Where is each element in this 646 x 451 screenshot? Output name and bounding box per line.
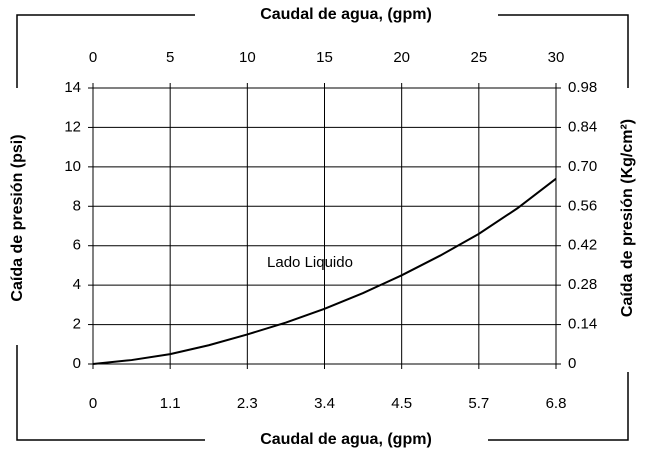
x-tick-label: 30 bbox=[548, 49, 565, 66]
bottom-axis-title: Caudal de agua, (gpm) bbox=[260, 431, 432, 448]
y2-tick-label: 0.70 bbox=[568, 158, 597, 175]
frame bbox=[16, 14, 629, 441]
x-tick-label: 20 bbox=[393, 49, 410, 66]
x2-tick-label: 6.8 bbox=[546, 395, 567, 412]
y2-tick-label: 0.84 bbox=[568, 118, 597, 135]
x2-tick-label: 3.4 bbox=[314, 395, 335, 412]
plot-border bbox=[92, 87, 557, 365]
frame-top bbox=[16, 14, 629, 88]
x2-tick-label: 4.5 bbox=[391, 395, 412, 412]
y2-tick-label: 0.56 bbox=[568, 197, 597, 214]
y-tick-label: 14 bbox=[64, 79, 81, 96]
top-axis-title: Caudal de agua, (gpm) bbox=[260, 6, 432, 23]
frame-bottom bbox=[16, 345, 629, 441]
x-tick-label: 25 bbox=[470, 49, 487, 66]
y-tick-label: 8 bbox=[73, 197, 81, 214]
x-tick-label: 0 bbox=[89, 49, 97, 66]
x-tick-label: 15 bbox=[316, 49, 333, 66]
y2-axis-title: Caída de presión (Kg/cm²) bbox=[619, 119, 636, 317]
data-line bbox=[92, 177, 557, 365]
y2-tick-label: 0.98 bbox=[568, 79, 597, 96]
annotation: Lado Liquido bbox=[267, 254, 353, 271]
y-axis-title: Caída de presión (psi) bbox=[9, 134, 26, 301]
x2-tick-label: 5.7 bbox=[468, 395, 489, 412]
y-tick-label: 4 bbox=[73, 276, 81, 293]
x2-tick-label: 0 bbox=[89, 395, 97, 412]
y2-tick-label: 0 bbox=[568, 355, 576, 372]
y-tick-label: 6 bbox=[73, 237, 81, 254]
y2-tick-label: 0.28 bbox=[568, 276, 597, 293]
y-tick-label: 10 bbox=[64, 158, 81, 175]
y2-tick-label: 0.42 bbox=[568, 237, 597, 254]
y-tick-label: 0 bbox=[73, 355, 81, 372]
y-tick-label: 2 bbox=[73, 316, 81, 333]
y2-tick-label: 0.14 bbox=[568, 316, 597, 333]
x-tick-label: 5 bbox=[166, 49, 174, 66]
x2-tick-label: 1.1 bbox=[160, 395, 181, 412]
x2-tick-label: 2.3 bbox=[237, 395, 258, 412]
x-tick-label: 10 bbox=[239, 49, 256, 66]
y-tick-label: 12 bbox=[64, 118, 81, 135]
